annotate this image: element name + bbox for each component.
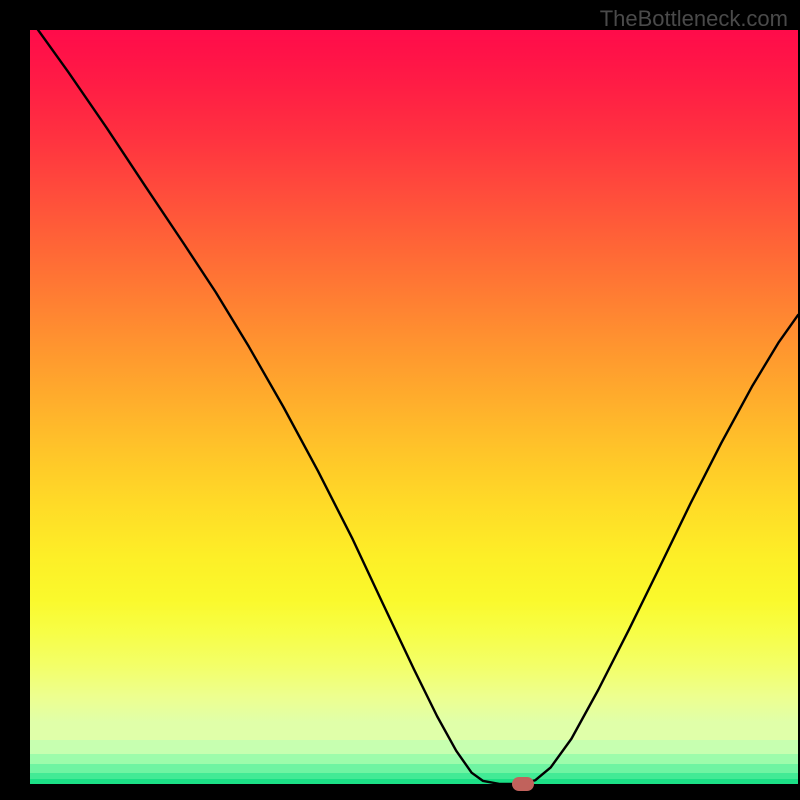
plot-area — [30, 30, 798, 784]
gradient-background — [30, 30, 798, 784]
optimal-point-marker — [512, 777, 534, 791]
watermark-text: TheBottleneck.com — [600, 6, 788, 32]
chart-container: TheBottleneck.com — [0, 0, 800, 800]
